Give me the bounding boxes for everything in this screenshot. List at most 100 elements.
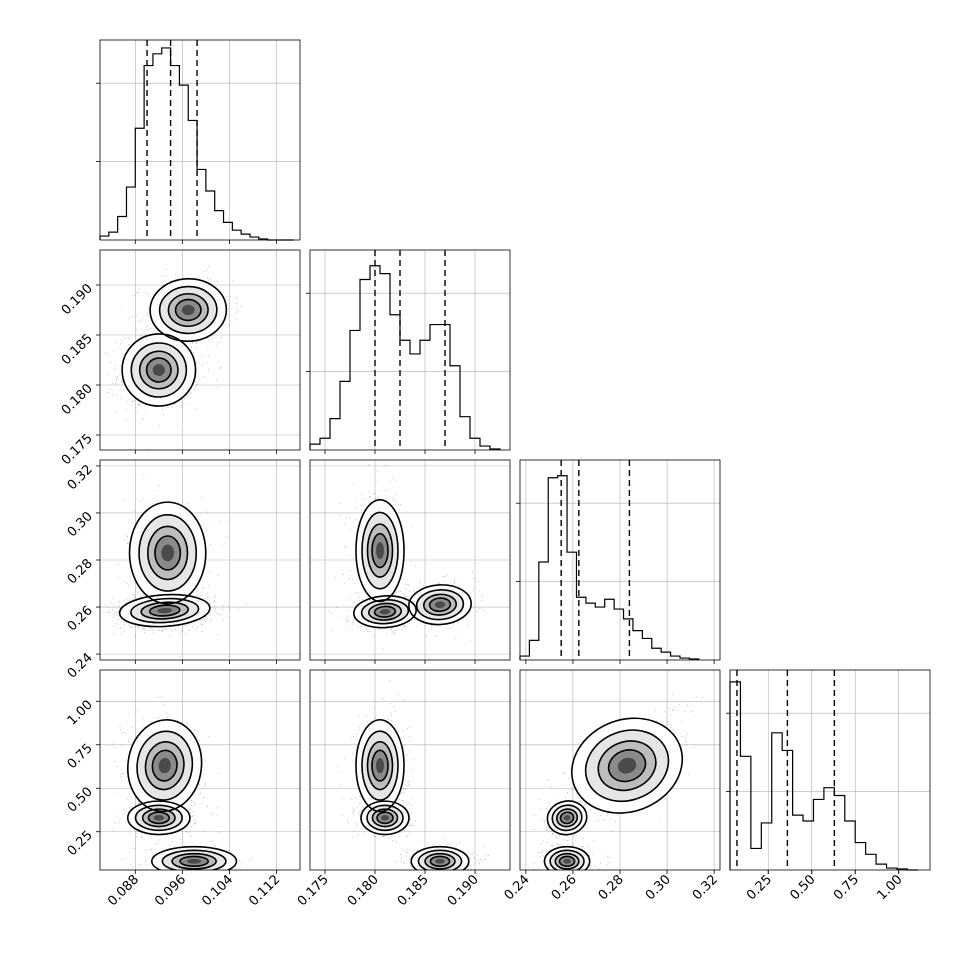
y-tick-label-3-2: 0.75 <box>65 741 96 772</box>
density-content-3-0 <box>100 670 300 870</box>
x-tick-label-0-3: 0.112 <box>246 872 283 909</box>
y-tick-label-2-2: 0.28 <box>65 556 96 587</box>
density-panel-1-0 <box>99 249 301 451</box>
contour-3-1-2-1 <box>417 849 463 870</box>
contour-2-1-0-3 <box>373 605 397 618</box>
y-tick-label-1-2: 0.185 <box>59 331 96 368</box>
histogram-step-2 <box>519 475 700 660</box>
inner-xticks-1-0 <box>134 450 277 454</box>
contour-3-0-2-0 <box>150 845 238 870</box>
x-tick-label-3-0: 0.25 <box>744 872 775 903</box>
density-panel-3-1 <box>309 669 511 871</box>
x-tick-label-3-2: 0.75 <box>831 872 862 903</box>
contour-3-2-0-3 <box>607 749 647 783</box>
contour-2-1-2-1 <box>361 511 399 590</box>
density-level-1-0-0-4 <box>152 363 165 377</box>
density-panel-3-1-frame <box>309 669 511 871</box>
contour-3-2-1-0 <box>546 800 588 836</box>
contour-3-2-1-2 <box>556 808 579 828</box>
contour-3-0-0-1 <box>136 730 194 801</box>
density-panel-2-1-frame <box>309 459 511 661</box>
contour-3-2-0-1 <box>584 729 670 803</box>
contour-3-0-1-3 <box>147 811 170 825</box>
x-tick-label-1-1: 0.180 <box>345 872 382 909</box>
contour-3-0-1-2 <box>141 808 176 828</box>
density-level-3-2-2-4 <box>563 858 571 864</box>
contour-2-0-1-3 <box>154 535 182 571</box>
x-tick-label-0-0: 0.088 <box>105 872 142 909</box>
contour-2-1-2-2 <box>366 523 394 578</box>
density-level-3-2-0-4 <box>617 757 637 774</box>
contour-3-2-1-3 <box>559 811 575 825</box>
contour-3-0-0-3 <box>151 749 178 782</box>
contour-3-2-0-0 <box>571 717 684 814</box>
contour-1-0-0-2 <box>138 350 179 390</box>
contour-1-0-0-3 <box>145 357 172 383</box>
contour-1-0-1-0 <box>149 277 228 343</box>
density-content-3-2 <box>520 670 720 870</box>
x-tick-label-2-4: 0.32 <box>690 872 721 903</box>
contour-3-2-2-3 <box>558 855 576 867</box>
x-tick-label-3-3: 1.00 <box>874 872 905 903</box>
y-tick-label-2-3: 0.30 <box>65 509 96 540</box>
contour-3-1-1-2 <box>371 808 399 828</box>
y-axis-3: 0.25 0.50 0.75 1.00 <box>65 698 100 859</box>
contour-2-0-1-2 <box>146 525 189 581</box>
contour-3-1-2-0 <box>410 845 470 870</box>
density-level-1-0-1-4 <box>181 304 195 316</box>
density-panel-2-0 <box>99 459 301 661</box>
density-level-2-0-1-4 <box>161 544 174 562</box>
contour-3-2-2-1 <box>549 849 585 870</box>
contour-3-0-0-0 <box>127 719 203 813</box>
x-tick-label-0-2: 0.104 <box>199 872 236 909</box>
x-axis-0: 0.088 0.096 0.104 0.112 <box>105 870 283 909</box>
contour-3-2-2-2 <box>554 852 580 870</box>
contour-2-1-0-2 <box>367 602 403 621</box>
contour-3-0-2-2 <box>171 852 217 870</box>
histogram-panel-0-frame <box>99 39 301 241</box>
x-tick-label-1-3: 0.190 <box>445 872 482 909</box>
contour-2-0-1-1 <box>138 514 198 592</box>
contour-3-1-1-0 <box>360 800 410 836</box>
density-level-2-1-1-4 <box>434 601 446 609</box>
contour-2-0-0-3 <box>148 604 181 617</box>
contour-1-0-1-3 <box>174 298 202 322</box>
histogram-step-3 <box>729 681 918 871</box>
contour-3-2-1-1 <box>551 804 583 832</box>
contour-2-0-0-2 <box>140 601 189 620</box>
density-panel-3-0-frame <box>99 669 301 871</box>
density-level-2-1-2-4 <box>376 542 384 560</box>
contour-2-0-0-0 <box>118 593 211 628</box>
x-axis-2: 0.24 0.26 0.28 0.30 0.32 <box>502 870 721 903</box>
x-axis-3: 0.25 0.50 0.75 1.00 <box>744 870 906 903</box>
histogram-panel-3-frame <box>729 669 931 871</box>
y-tick-label-1-3: 0.190 <box>59 281 96 318</box>
histogram-panel-1-frame <box>309 249 511 451</box>
inner-xticks-2-1 <box>324 660 476 664</box>
density-content-2-1 <box>310 460 510 660</box>
density-level-3-0-0-4 <box>158 758 171 774</box>
contour-2-1-2-3 <box>371 532 389 569</box>
contour-2-1-0-0 <box>353 595 417 629</box>
y-tick-label-1-1: 0.180 <box>59 381 96 418</box>
histogram-panel-3 <box>726 669 931 874</box>
density-level-3-0-1-4 <box>153 815 164 821</box>
density-level-2-0-0-4 <box>157 607 173 614</box>
density-panel-3-2 <box>519 669 721 871</box>
contour-3-1-2-2 <box>424 852 456 870</box>
contour-3-1-0-3 <box>371 749 389 782</box>
y-axis-2: 0.240.260.280.300.32 <box>65 462 100 681</box>
density-level-3-2-1-4 <box>563 815 571 821</box>
contour-3-0-2-3 <box>179 855 210 867</box>
x-tick-label-3-1: 0.50 <box>787 872 818 903</box>
y-tick-label-1-0: 0.175 <box>59 431 96 468</box>
x-tick-label-2-2: 0.28 <box>596 872 627 903</box>
inner-xticks-2-0 <box>134 660 277 664</box>
contour-1-0-1-2 <box>167 292 209 328</box>
contour-3-0-2-1 <box>161 849 227 870</box>
contour-2-1-1-3 <box>428 597 452 613</box>
density-content-3-1 <box>310 670 510 870</box>
contour-1-0-1-1 <box>158 285 218 335</box>
histogram-panel-2 <box>516 459 721 664</box>
